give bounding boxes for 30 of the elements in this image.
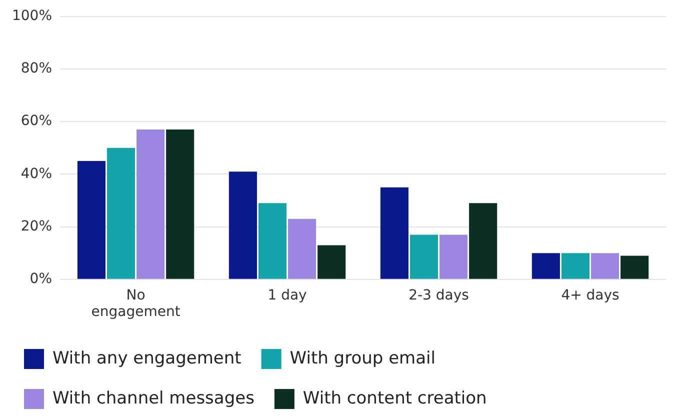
y-tick-label: 100% bbox=[12, 8, 52, 24]
bar bbox=[469, 203, 498, 279]
bar bbox=[228, 172, 257, 279]
bar bbox=[532, 253, 560, 279]
bar bbox=[380, 187, 408, 279]
bar bbox=[136, 129, 165, 279]
y-tick-label: 80% bbox=[20, 60, 52, 77]
x-tick-label: 1 day bbox=[268, 287, 307, 304]
bar bbox=[410, 234, 438, 279]
bar bbox=[318, 245, 346, 279]
y-tick-label: 0% bbox=[30, 271, 52, 288]
x-tick-label: 4+ days bbox=[561, 287, 620, 304]
y-tick-label: 40% bbox=[20, 166, 52, 182]
x-tick-label: No engagement bbox=[91, 287, 181, 320]
bar bbox=[440, 234, 468, 279]
bar bbox=[561, 253, 590, 279]
bar bbox=[106, 148, 136, 279]
bar bbox=[166, 129, 194, 279]
legend-label: With content creation bbox=[302, 388, 487, 408]
legend-label: With group email bbox=[290, 348, 436, 368]
y-tick-label: 60% bbox=[20, 113, 52, 130]
legend-label: With any engagement bbox=[52, 348, 242, 368]
y-tick-label: 20% bbox=[20, 218, 52, 234]
bar bbox=[258, 203, 287, 279]
bar bbox=[590, 253, 620, 279]
x-tick-label: 2-3 days bbox=[408, 287, 469, 304]
bar bbox=[288, 218, 316, 279]
bar bbox=[77, 161, 106, 279]
bar bbox=[620, 256, 649, 279]
legend-label: With channel messages bbox=[52, 388, 255, 408]
